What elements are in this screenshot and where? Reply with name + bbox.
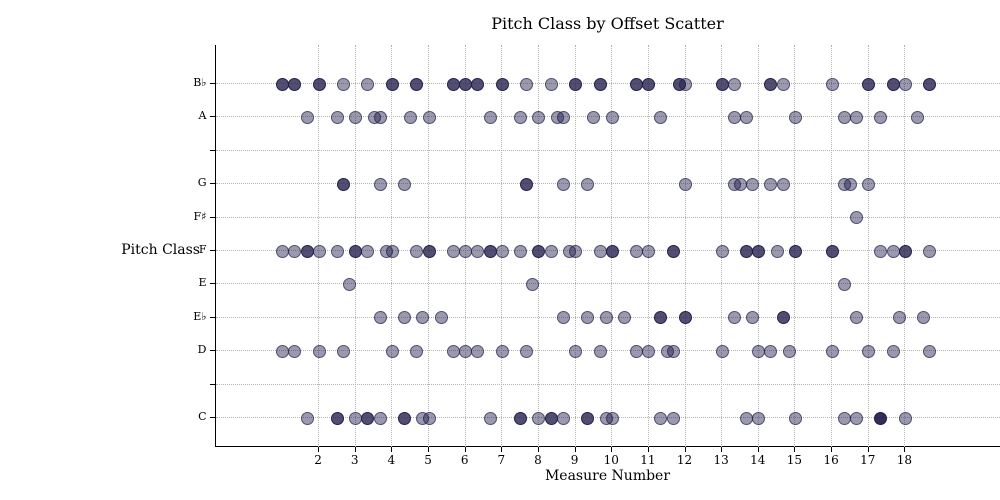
x-tick-label: 3 (350, 452, 359, 467)
y-tick-label: B♭ (193, 76, 207, 90)
y-tick-label: A (198, 109, 207, 123)
chart-title: Pitch Class by Offset Scatter (491, 14, 724, 33)
x-tick-label: 13 (713, 452, 729, 467)
x-tick-label: 7 (497, 452, 506, 467)
y-axis-label: Pitch Class (121, 242, 200, 258)
y-tick-label: D (197, 343, 207, 357)
x-tick (318, 446, 320, 452)
x-tick (647, 446, 649, 452)
x-tick-label: 14 (750, 452, 766, 467)
x-tick-label: 6 (460, 452, 469, 467)
x-tick (428, 446, 430, 452)
x-tick (721, 446, 723, 452)
x-tick (794, 446, 796, 452)
x-tick-label: 8 (534, 452, 542, 467)
x-tick (391, 446, 393, 452)
x-tick-label: 2 (314, 452, 322, 467)
x-tick (867, 446, 869, 452)
x-tick (464, 446, 466, 452)
x-tick-label: 9 (570, 452, 579, 467)
x-tick (501, 446, 503, 452)
plot-area (215, 45, 1000, 447)
x-tick-label: 15 (786, 452, 803, 467)
x-tick-label: 11 (640, 452, 656, 467)
y-tick-label: E (198, 276, 207, 290)
x-tick-label: 10 (603, 452, 619, 467)
y-tick-label: C (198, 410, 207, 424)
y-tick-label: E♭ (193, 309, 207, 323)
x-tick-label: 12 (676, 452, 693, 467)
x-tick-label: 5 (424, 452, 432, 467)
x-tick (354, 446, 356, 452)
x-tick-label: 4 (387, 452, 396, 467)
x-tick (611, 446, 613, 452)
x-tick (757, 446, 759, 452)
x-tick (904, 446, 906, 452)
x-tick (684, 446, 686, 452)
x-tick-label: 17 (860, 452, 876, 467)
x-axis-label: Measure Number (544, 468, 671, 484)
y-tick-label: G (197, 176, 207, 190)
x-tick (537, 446, 539, 452)
x-tick-label: 16 (823, 452, 839, 467)
x-tick (574, 446, 576, 452)
y-tick-label: F♯ (193, 209, 207, 223)
x-tick-label: 18 (896, 452, 912, 467)
x-tick (831, 446, 833, 452)
